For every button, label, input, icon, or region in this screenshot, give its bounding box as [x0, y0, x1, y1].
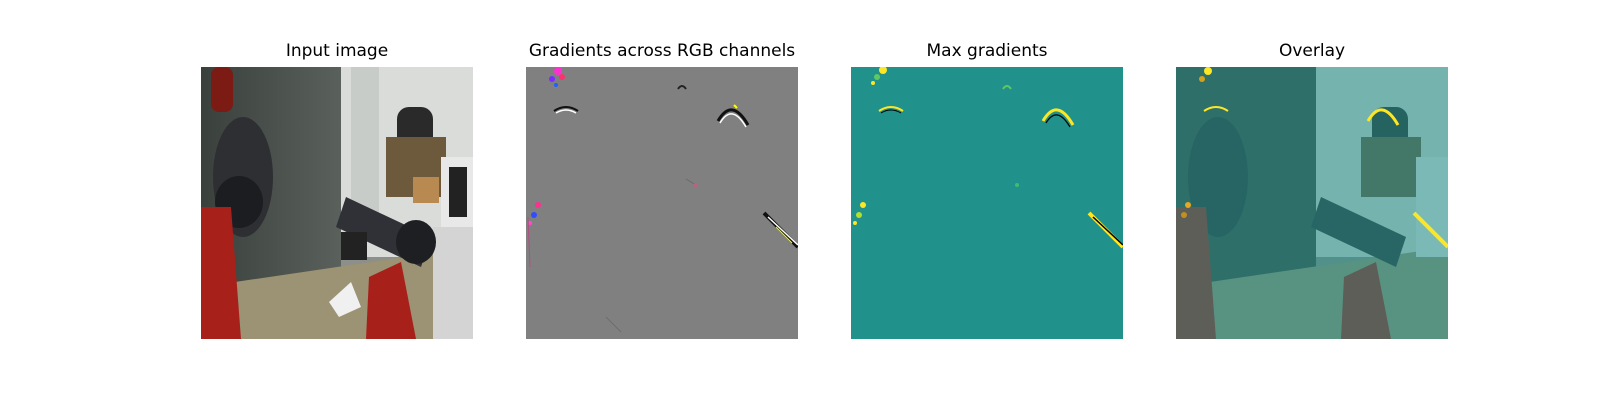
max-gradients-image [851, 67, 1123, 339]
panel-title: Input image [285, 41, 389, 61]
max-gradients-map [851, 67, 1123, 339]
panel-title: Max gradients [926, 41, 1048, 61]
overlay-image [1176, 67, 1448, 339]
panel-title: Overlay [1278, 41, 1346, 61]
robot-scene-image [201, 67, 473, 339]
rgb-gradients-image [526, 67, 798, 339]
overlay-composite [1176, 67, 1448, 339]
input-image [201, 67, 473, 339]
rgb-gradients-map [526, 67, 798, 339]
panel-title: Gradients across RGB channels [528, 41, 796, 61]
